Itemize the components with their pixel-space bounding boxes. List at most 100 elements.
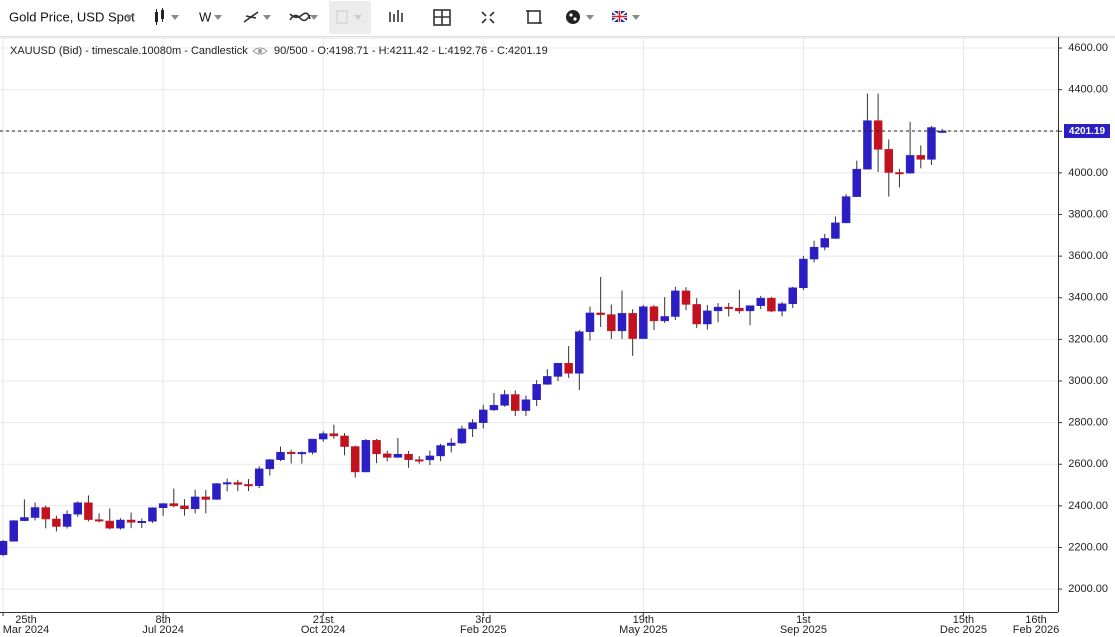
chart-title: XAUUSD (Bid) - timescale.10080m - Candle…	[10, 45, 248, 57]
candle-body	[745, 305, 755, 312]
candle-body	[201, 496, 211, 500]
candle-body	[500, 394, 509, 406]
candle-body	[895, 172, 904, 175]
candle-body	[350, 446, 360, 473]
candle-body	[863, 120, 872, 170]
candle-body	[137, 521, 147, 524]
candle-body	[809, 246, 819, 260]
y-tick-label: 3000.00	[1068, 375, 1108, 387]
toolbar-bg	[0, 0, 1115, 36]
candle-body	[116, 519, 125, 529]
draw-line-button[interactable]	[243, 11, 271, 23]
candle-body	[543, 376, 552, 385]
candle-body	[286, 451, 296, 454]
candle-body	[372, 440, 381, 455]
language-button[interactable]	[611, 10, 640, 23]
candle-body	[148, 507, 157, 522]
candle-body	[479, 409, 488, 423]
screenshot-button[interactable]	[526, 10, 542, 24]
candle-body	[585, 312, 595, 332]
x-tick-sublabel: Sep 2025	[780, 624, 827, 636]
candle-body	[628, 313, 637, 339]
candle-body	[308, 438, 317, 453]
instrument-selector[interactable]: Gold Price, USD Spot	[9, 9, 135, 24]
candle-body	[222, 482, 232, 485]
candle-body	[788, 287, 797, 305]
visibility-toggle[interactable]	[252, 47, 268, 55]
y-tick-label: 4000.00	[1068, 167, 1108, 179]
y-tick-label: 4400.00	[1068, 84, 1108, 96]
x-tick-label: 1st	[796, 614, 811, 626]
x-tick-sublabel: Feb 2026	[1013, 624, 1059, 636]
candle-body	[735, 307, 744, 312]
candle-body	[340, 435, 349, 447]
candle-body	[767, 297, 776, 312]
candle-body	[62, 513, 72, 527]
candle-body	[41, 507, 50, 520]
candle-body	[382, 453, 392, 458]
chart-type-button[interactable]	[155, 8, 179, 25]
candle-body	[158, 503, 168, 508]
last-price-label: 4201.19	[1069, 126, 1106, 137]
candle-body	[703, 310, 712, 325]
y-tick-label: 4600.00	[1068, 42, 1108, 54]
x-tick-label: 16th	[1025, 614, 1046, 626]
y-tick-label: 2200.00	[1068, 541, 1108, 553]
x-tick-label: 19th	[633, 614, 654, 626]
plot	[0, 37, 1058, 612]
candle-body	[105, 520, 115, 529]
candle-body	[927, 127, 936, 160]
candle-body	[425, 455, 435, 461]
candle-body	[532, 384, 541, 400]
candle-body	[276, 451, 285, 460]
candle-body	[575, 331, 584, 374]
x-tick-label: 21st	[313, 614, 334, 626]
candle-body	[873, 120, 883, 150]
candle-body	[671, 290, 680, 317]
candle-body	[84, 502, 93, 520]
candle-body	[9, 520, 18, 542]
candle-body	[553, 363, 563, 377]
x-tick-label: 15th	[953, 614, 974, 626]
candle-body	[404, 454, 413, 460]
toolbar: Gold Price, USD Spot W	[0, 0, 1115, 39]
candle-body	[884, 149, 894, 173]
caret[interactable]	[125, 15, 133, 20]
candle-body	[649, 306, 659, 322]
caret[interactable]	[214, 15, 222, 20]
candle-body	[180, 505, 189, 510]
candle-body	[52, 518, 61, 527]
volume-button[interactable]	[389, 10, 403, 22]
candle-body	[564, 363, 573, 374]
interval-selector[interactable]: W	[199, 9, 212, 24]
last-price-box	[1064, 124, 1110, 139]
fullscreen-button[interactable]	[481, 11, 495, 24]
candle-body	[905, 155, 915, 174]
crosshair-button[interactable]	[433, 9, 451, 26]
candle-body	[756, 297, 765, 306]
candle-body	[724, 306, 733, 309]
x-tick-label: 3rd	[475, 614, 491, 626]
candle-body	[329, 433, 339, 437]
candle-body	[799, 258, 808, 289]
candle-body	[0, 540, 8, 556]
candle-body	[607, 314, 616, 332]
candle-body	[20, 517, 29, 521]
candle-body	[660, 316, 669, 322]
candle-body	[916, 155, 926, 160]
candle-body	[169, 503, 179, 507]
candle-body	[414, 459, 424, 462]
x-tick-sublabel: Jul 2024	[142, 624, 184, 636]
candle-body	[457, 428, 467, 444]
theme-button[interactable]	[566, 10, 594, 24]
candle-body	[447, 442, 456, 446]
y-tick-label: 2400.00	[1068, 500, 1108, 512]
candle-body	[393, 454, 403, 458]
candle-body	[212, 483, 221, 500]
candle-body	[30, 507, 40, 518]
x-tick-sublabel: Mar 2024	[3, 624, 49, 636]
disabled-button[interactable]	[329, 1, 371, 34]
candle-body	[265, 459, 275, 470]
indicators-button[interactable]	[289, 12, 318, 22]
